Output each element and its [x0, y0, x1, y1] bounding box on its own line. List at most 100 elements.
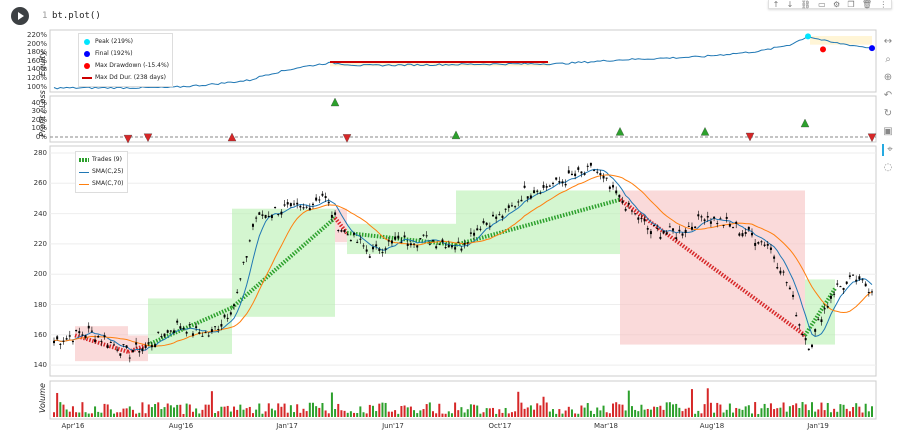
volume-bar — [179, 404, 182, 417]
volume-bar — [255, 409, 258, 417]
candle-body — [113, 344, 116, 346]
candle-body — [68, 335, 71, 337]
volume-bar — [191, 411, 194, 417]
link-icon[interactable]: ⛓ — [800, 0, 811, 9]
volume-bar — [100, 412, 103, 417]
save-icon[interactable]: ▣ — [883, 126, 893, 137]
candle-body — [618, 194, 621, 198]
candle-body — [198, 332, 201, 334]
volume-bar — [293, 412, 296, 417]
candle-body — [173, 330, 176, 333]
volume-bar — [539, 405, 542, 417]
more-icon[interactable]: ⋮ — [879, 0, 888, 9]
run-cell-button[interactable] — [11, 7, 29, 25]
volume-bar — [81, 402, 84, 417]
volume-bar — [823, 410, 826, 417]
candle-body — [166, 330, 169, 333]
candle-body — [839, 286, 842, 288]
candle-body — [330, 215, 333, 218]
hover-icon[interactable]: ◌ — [883, 162, 893, 173]
volume-bar — [220, 406, 223, 417]
legend-sma70: SMA(C,70) — [92, 180, 124, 187]
price-series — [53, 162, 873, 363]
crosshair-icon[interactable]: ⌖ — [882, 144, 896, 156]
box-zoom-icon[interactable]: ⌕ — [885, 54, 891, 65]
wheel-zoom-icon[interactable]: ⊕ — [883, 72, 893, 83]
pl-tick-label: 30% — [31, 107, 47, 116]
candle-body — [182, 327, 185, 330]
drawdown-shade — [810, 36, 872, 45]
volume-bar — [116, 412, 119, 417]
x-tick-label: Aug'18 — [699, 422, 725, 430]
candle-body — [191, 333, 194, 336]
volume-bar — [548, 411, 551, 417]
candle-body — [842, 287, 845, 290]
candle-body — [321, 193, 324, 196]
volume-bar — [160, 409, 163, 417]
copy-icon[interactable]: ❐ — [847, 0, 855, 9]
pl-marker — [800, 118, 810, 128]
volume-bar — [62, 404, 65, 417]
volume-bar — [618, 404, 621, 417]
candle-body — [501, 215, 504, 218]
code-text[interactable]: bt.plot() — [52, 11, 101, 21]
reset-icon[interactable]: ↻ — [883, 108, 893, 119]
volume-bar — [479, 413, 482, 417]
equity-tick-label: 200% — [26, 39, 47, 48]
candle-body — [542, 185, 545, 188]
delete-icon[interactable]: 🗑 — [861, 0, 873, 9]
candle-body — [621, 200, 624, 203]
pl-marker — [342, 134, 352, 143]
volume-bar — [577, 413, 580, 417]
candle-body — [747, 226, 750, 230]
move-up-icon[interactable]: ↑ — [772, 0, 780, 9]
candle-body — [570, 173, 573, 176]
candle-body — [400, 241, 403, 243]
volume-bar — [138, 412, 141, 417]
candle-body — [469, 232, 472, 234]
volume-bar — [858, 406, 861, 417]
candle-body — [630, 210, 633, 212]
candle-body — [135, 342, 138, 345]
legend-max-drawdown: Max Drawdown (-15.4%) — [95, 62, 169, 69]
comment-icon[interactable]: ▭ — [818, 0, 826, 9]
candle-body — [62, 340, 65, 342]
volume-bar — [147, 404, 150, 417]
candle-body — [574, 173, 577, 176]
candle-body — [785, 282, 788, 284]
candle-body — [56, 336, 59, 340]
volume-bar — [106, 404, 109, 417]
volume-bar — [754, 402, 757, 417]
peak-marker — [805, 33, 811, 40]
volume-bar — [814, 411, 817, 417]
pan-icon[interactable]: ↔ — [883, 36, 893, 47]
candle-body — [375, 244, 378, 247]
volume-bar — [536, 403, 539, 417]
volume-bar — [485, 408, 488, 417]
pl-marker — [615, 127, 625, 136]
candle-body — [826, 306, 829, 308]
settings-icon[interactable]: ⚙ — [832, 0, 841, 9]
volume-bar — [760, 408, 763, 417]
volume-bar — [867, 411, 870, 417]
volume-bar — [242, 409, 245, 417]
volume-bar — [634, 409, 637, 417]
candle-body — [779, 270, 782, 274]
volume-bar — [131, 409, 134, 417]
volume-bar — [561, 413, 564, 417]
candle-body — [413, 243, 416, 245]
price-legend: Trades (9) SMA(C,25) SMA(C,70) — [75, 151, 128, 193]
candle-body — [90, 330, 93, 332]
volume-bar — [558, 409, 561, 417]
candle-body — [476, 228, 479, 231]
volume-bar — [330, 392, 333, 417]
candle-body — [242, 261, 245, 263]
volume-bar — [750, 413, 753, 417]
volume-bar — [302, 408, 305, 417]
volume-bar — [678, 407, 681, 417]
volume-bar — [135, 413, 138, 417]
move-down-icon[interactable]: ↓ — [786, 0, 794, 9]
volume-bar — [229, 411, 232, 417]
undo-icon[interactable]: ↶ — [883, 90, 893, 101]
